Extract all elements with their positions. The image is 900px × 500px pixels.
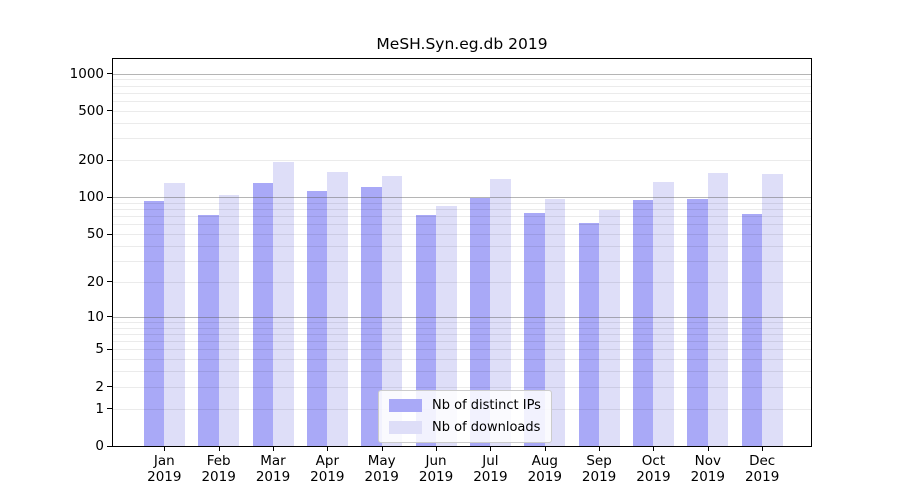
bar-distinct-ips bbox=[687, 198, 708, 446]
chart-title: MeSH.Syn.eg.db 2019 bbox=[376, 35, 548, 53]
y-tick-label: 200 bbox=[78, 152, 104, 169]
y-tick-mark bbox=[107, 445, 112, 447]
x-tick-mark bbox=[436, 446, 438, 451]
bar-downloads bbox=[762, 174, 783, 446]
gridline bbox=[113, 101, 811, 102]
x-tick-mark bbox=[218, 446, 220, 451]
gridline bbox=[113, 79, 811, 81]
bar-downloads bbox=[544, 199, 566, 446]
gridline bbox=[113, 160, 811, 162]
x-tick-label: Feb 2019 bbox=[201, 453, 236, 485]
gridline bbox=[113, 138, 811, 140]
x-tick-mark bbox=[762, 446, 764, 451]
x-tick-label: Jun 2019 bbox=[418, 453, 454, 485]
y-tick-mark bbox=[107, 408, 112, 410]
x-tick-mark bbox=[707, 446, 709, 451]
x-tick-label: Mar 2019 bbox=[255, 453, 291, 485]
bar-downloads bbox=[218, 194, 240, 446]
bar-downloads bbox=[599, 210, 620, 446]
bar-downloads bbox=[490, 179, 511, 446]
x-tick-label: Jan 2019 bbox=[147, 453, 182, 485]
bar-downloads bbox=[653, 181, 674, 446]
y-tick-mark bbox=[107, 196, 112, 198]
y-tick-label: 20 bbox=[86, 273, 104, 290]
bar-distinct-ips bbox=[143, 201, 165, 446]
y-tick-mark bbox=[107, 281, 112, 283]
bar-downloads bbox=[273, 162, 294, 446]
y-tick-mark bbox=[107, 348, 112, 350]
bar-distinct-ips bbox=[198, 215, 219, 446]
gridline bbox=[113, 122, 811, 124]
legend-swatch-downloads bbox=[389, 421, 422, 434]
legend-item-downloads: Nb of downloads bbox=[389, 420, 541, 435]
legend-item-distinct-ips: Nb of distinct IPs bbox=[389, 398, 541, 413]
bar-distinct-ips bbox=[252, 183, 273, 446]
y-tick-label: 10 bbox=[86, 308, 104, 325]
y-tick-label: 5 bbox=[95, 341, 104, 358]
y-tick-label: 50 bbox=[86, 226, 104, 242]
bar-distinct-ips bbox=[361, 187, 382, 446]
x-tick-mark bbox=[490, 446, 492, 451]
bar-distinct-ips bbox=[469, 198, 491, 446]
y-tick-label: 1 bbox=[95, 400, 104, 417]
y-tick-mark bbox=[107, 386, 112, 388]
gridline bbox=[113, 85, 811, 87]
x-tick-mark bbox=[381, 446, 383, 451]
x-tick-label: Apr 2019 bbox=[310, 453, 345, 485]
bar-downloads bbox=[164, 183, 185, 446]
y-tick-label: 1000 bbox=[69, 65, 104, 82]
bar-downloads bbox=[436, 206, 457, 446]
bar-downloads bbox=[327, 171, 348, 446]
bar-downloads bbox=[381, 175, 403, 446]
x-tick-label: Dec 2019 bbox=[744, 453, 780, 485]
gridline bbox=[113, 73, 811, 75]
x-tick-label: Jul 2019 bbox=[473, 453, 508, 485]
legend-swatch-distinct-ips bbox=[389, 399, 422, 412]
plot-area: Nb of distinct IPs Nb of downloads bbox=[112, 58, 812, 447]
legend: Nb of distinct IPs Nb of downloads bbox=[378, 390, 552, 443]
x-tick-mark bbox=[273, 446, 274, 451]
x-tick-mark bbox=[327, 446, 329, 451]
y-tick-label: 100 bbox=[78, 189, 104, 206]
x-tick-label: Oct 2019 bbox=[636, 453, 671, 485]
y-tick-mark bbox=[107, 110, 112, 112]
x-tick-label: Aug 2019 bbox=[527, 453, 562, 485]
y-tick-label: 0 bbox=[95, 438, 104, 454]
bar-distinct-ips bbox=[632, 199, 654, 446]
x-tick-mark bbox=[653, 446, 655, 451]
x-tick-label: Sep 2019 bbox=[581, 453, 617, 485]
x-tick-mark bbox=[164, 446, 166, 451]
x-tick-mark bbox=[599, 446, 601, 451]
y-tick-mark bbox=[107, 159, 112, 161]
legend-label-distinct-ips: Nb of distinct IPs bbox=[432, 398, 541, 413]
x-tick-label: Nov 2019 bbox=[690, 453, 725, 485]
gridline bbox=[113, 110, 811, 112]
y-tick-label: 2 bbox=[95, 378, 104, 395]
y-tick-label: 500 bbox=[78, 102, 104, 119]
x-tick-label: May 2019 bbox=[364, 453, 399, 485]
legend-label-downloads: Nb of downloads bbox=[432, 420, 541, 435]
x-tick-mark bbox=[544, 446, 546, 451]
y-tick-mark bbox=[107, 73, 112, 74]
bar-distinct-ips bbox=[578, 222, 600, 446]
y-tick-mark bbox=[107, 233, 112, 235]
gridline bbox=[113, 92, 811, 94]
bar-distinct-ips bbox=[741, 213, 763, 446]
bar-distinct-ips bbox=[415, 215, 437, 446]
y-tick-mark bbox=[107, 316, 112, 318]
bar-downloads bbox=[707, 172, 729, 446]
bar-distinct-ips bbox=[524, 213, 545, 446]
bar-distinct-ips bbox=[306, 191, 328, 446]
